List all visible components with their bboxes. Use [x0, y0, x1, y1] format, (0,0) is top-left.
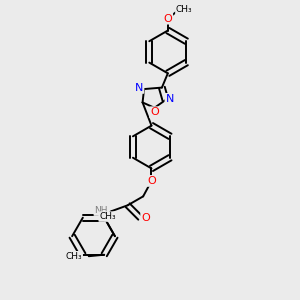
Text: O: O: [147, 176, 156, 186]
Text: NH: NH: [94, 206, 108, 215]
Text: N: N: [165, 94, 174, 104]
Text: CH₃: CH₃: [99, 212, 116, 221]
Text: CH₃: CH₃: [176, 5, 193, 14]
Text: O: O: [150, 107, 159, 117]
Text: N: N: [135, 83, 143, 93]
Text: O: O: [141, 213, 150, 223]
Text: CH₃: CH₃: [66, 252, 82, 261]
Text: O: O: [164, 14, 172, 24]
